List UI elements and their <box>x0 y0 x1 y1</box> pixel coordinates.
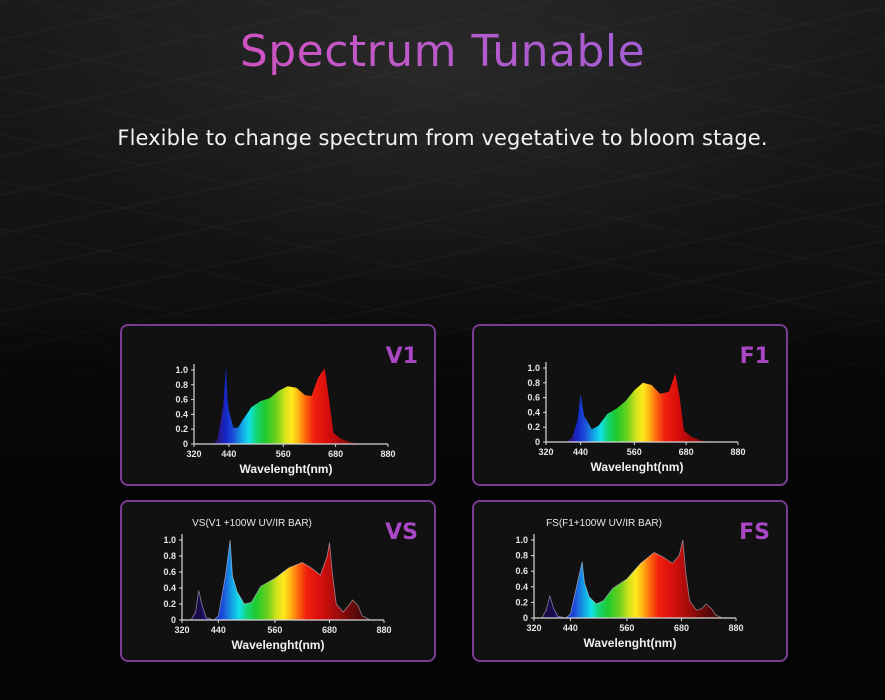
x-tick-label: 560 <box>619 623 634 633</box>
y-tick-label: 0.8 <box>163 551 176 561</box>
spectrum-chart-f1: 0 0.2 0.4 0.6 0.8 1.0 320 440 560 680 880 Wavelengh… <box>527 362 746 474</box>
spectrum-card-fs: FS(F1+100W UV/IR BAR) 0 0.2 0.4 0.6 0.8 1.0 32… <box>472 500 788 662</box>
x-tick-label: 320 <box>174 625 189 635</box>
y-tick-label: 1.0 <box>515 535 528 545</box>
y-tick-label: 0.2 <box>175 424 188 434</box>
y-tick-label: 0.4 <box>515 582 528 592</box>
y-tick-label: 0.4 <box>527 407 540 417</box>
page-title: Spectrum Tunable <box>239 26 646 77</box>
card-label: V1 <box>385 344 418 369</box>
x-tick-label: 440 <box>211 625 226 635</box>
x-axis-label: Wavelenght(nm) <box>232 638 325 652</box>
x-tick-label: 680 <box>679 447 694 457</box>
spectrum-card-v1: 0 0.2 0.4 0.6 0.8 1.0 320 440 560 680 880 Wavelengh… <box>120 324 436 486</box>
x-tick-label: 440 <box>573 447 588 457</box>
y-tick-label: 0.6 <box>163 567 176 577</box>
y-tick-label: 0.6 <box>527 393 540 403</box>
x-tick-label: 880 <box>380 449 395 459</box>
x-axis-label: Wavelenght(nm) <box>584 636 677 650</box>
x-tick-label: 560 <box>627 447 642 457</box>
x-tick-label: 560 <box>276 449 291 459</box>
y-tick-label: 0.6 <box>175 395 188 405</box>
x-tick-label: 680 <box>322 625 337 635</box>
y-tick-label: 0 <box>535 437 540 447</box>
spectrum-card-f1: 0 0.2 0.4 0.6 0.8 1.0 320 440 560 680 880 Wavelengh… <box>472 324 788 486</box>
spectrum-card-vs: VS(V1 +100W UV/IR BAR) 0 0.2 0.4 0.6 0.8 1.0 3… <box>120 500 436 662</box>
card-label: VS <box>385 520 418 545</box>
spectrum-area <box>211 366 362 444</box>
x-axis-label: Wavelenght(nm) <box>591 460 684 474</box>
x-tick-label: 440 <box>563 623 578 633</box>
chart-title: FS(F1+100W UV/IR BAR) <box>546 518 662 529</box>
x-tick-label: 680 <box>328 449 343 459</box>
x-tick-label: 880 <box>728 623 743 633</box>
y-tick-label: 0.8 <box>527 378 540 388</box>
spectrum-area <box>540 539 723 619</box>
spectrum-chart-v1: 0 0.2 0.4 0.6 0.8 1.0 320 440 560 680 880 Wavelengh… <box>175 364 396 476</box>
card-label: F1 <box>739 344 770 369</box>
x-tick-label: 680 <box>674 623 689 633</box>
x-tick-label: 320 <box>526 623 541 633</box>
x-tick-label: 880 <box>376 625 391 635</box>
x-tick-label: 440 <box>221 449 236 459</box>
y-tick-label: 0.4 <box>175 409 188 419</box>
x-axis-label: Wavelenght(nm) <box>240 462 333 476</box>
spectrum-area <box>190 539 371 621</box>
y-tick-label: 0.2 <box>163 599 176 609</box>
y-tick-label: 0 <box>171 615 176 625</box>
y-tick-label: 0.4 <box>163 583 176 593</box>
y-tick-label: 0 <box>183 439 188 449</box>
spectrum-chart-vs: 0 0.2 0.4 0.6 0.8 1.0 320 440 560 680 880 Wavelengh… <box>163 534 392 652</box>
y-tick-label: 0.2 <box>515 597 528 607</box>
x-tick-label: 320 <box>186 449 201 459</box>
y-tick-label: 0.6 <box>515 566 528 576</box>
y-tick-label: 0.8 <box>175 380 188 390</box>
x-tick-label: 320 <box>538 447 553 457</box>
spectrum-chart-fs: 0 0.2 0.4 0.6 0.8 1.0 320 440 560 680 880 Wavelengh… <box>515 534 744 650</box>
header: Spectrum Tunable <box>0 26 885 77</box>
y-tick-label: 0.2 <box>527 422 540 432</box>
card-label: FS <box>739 520 770 545</box>
y-tick-label: 0.8 <box>515 551 528 561</box>
x-tick-label: 880 <box>730 447 745 457</box>
spectrum-area <box>564 373 713 442</box>
page-subtitle: Flexible to change spectrum from vegetat… <box>117 126 768 150</box>
y-tick-label: 1.0 <box>163 535 176 545</box>
y-tick-label: 1.0 <box>175 365 188 375</box>
y-tick-label: 0 <box>523 613 528 623</box>
chart-title: VS(V1 +100W UV/IR BAR) <box>192 518 312 529</box>
y-tick-label: 1.0 <box>527 363 540 373</box>
x-tick-label: 560 <box>267 625 282 635</box>
